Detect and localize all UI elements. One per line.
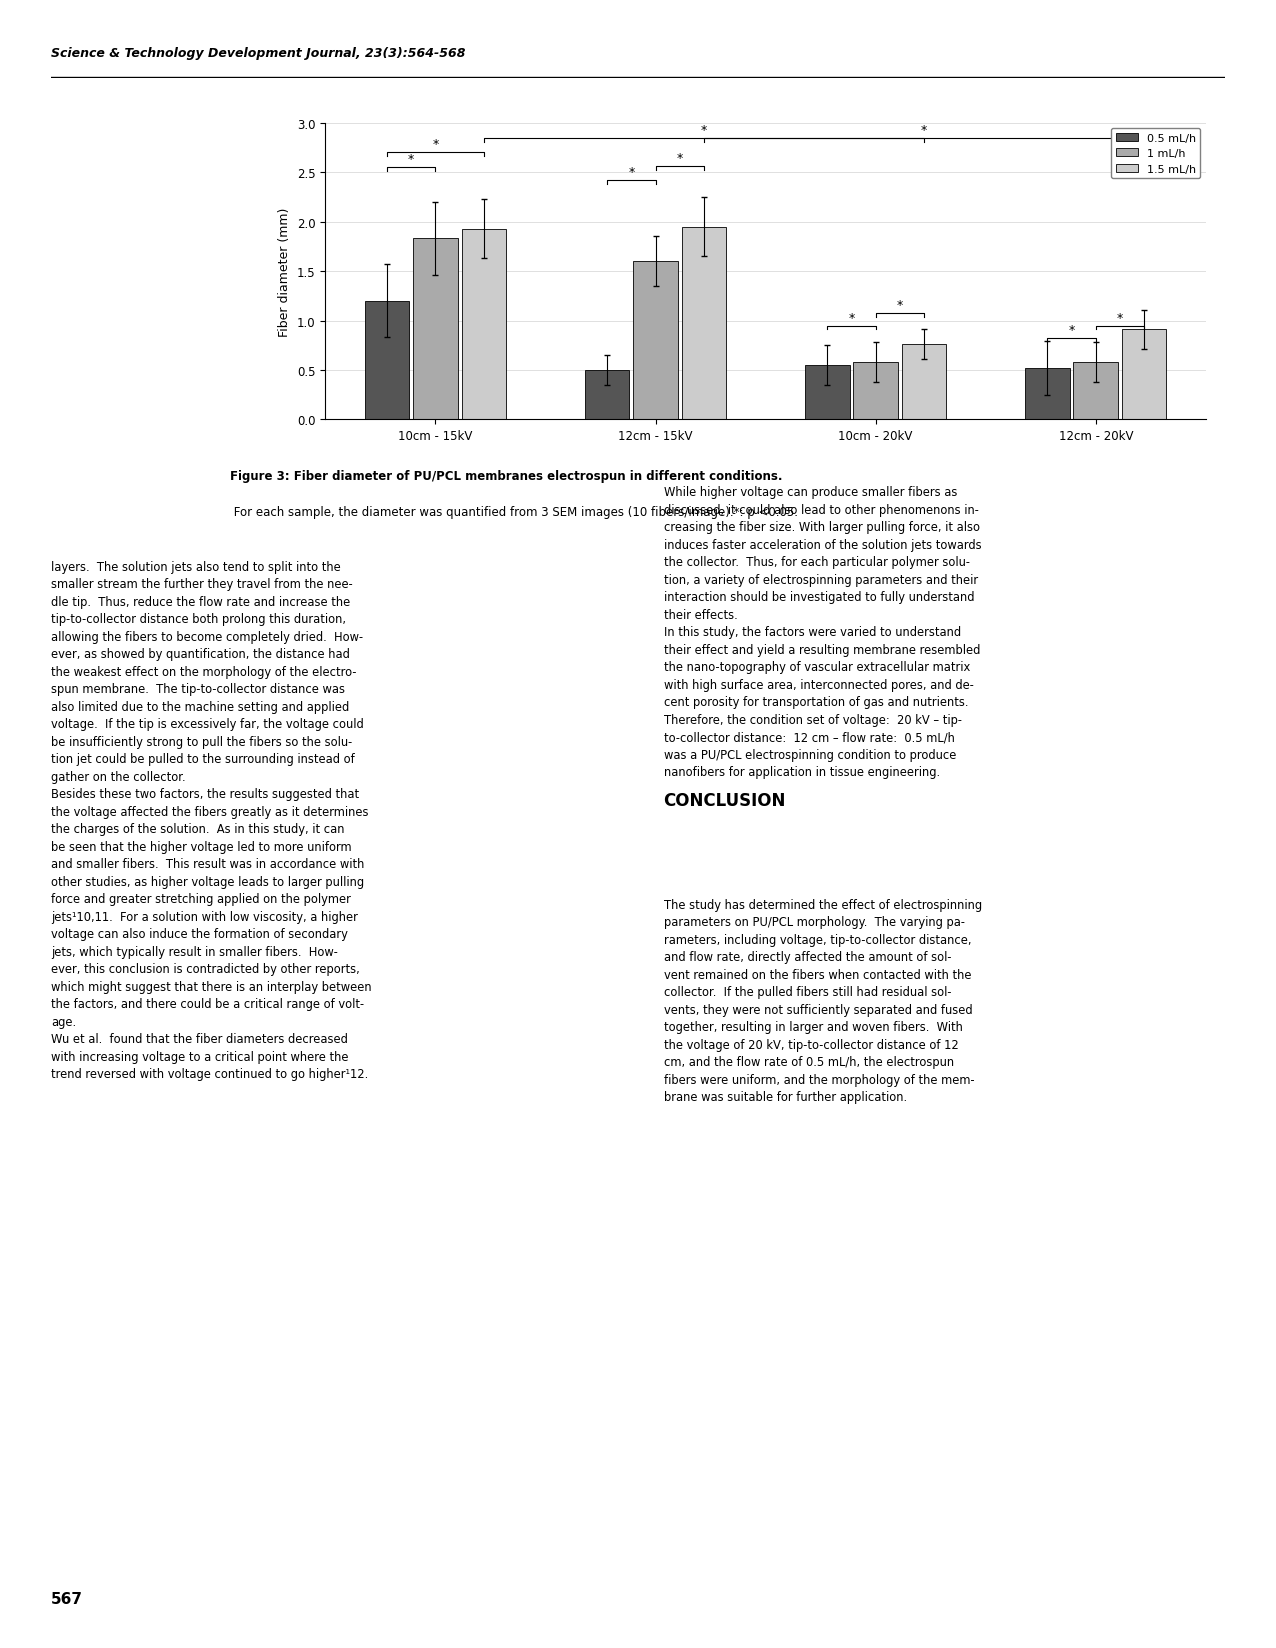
Bar — [462, 229, 507, 420]
Bar — [854, 363, 898, 420]
Text: *: * — [1068, 325, 1074, 338]
Text: 567: 567 — [51, 1590, 83, 1607]
Text: *: * — [701, 124, 707, 137]
Text: For each sample, the diameter was quantified from 3 SEM images (10 fibers/image): For each sample, the diameter was quanti… — [230, 506, 798, 519]
Bar — [805, 366, 850, 420]
Text: *: * — [433, 138, 439, 152]
Text: The study has determined the effect of electrospinning
parameters on PU/PCL morp: The study has determined the effect of e… — [664, 898, 981, 1104]
Text: *: * — [849, 311, 855, 325]
Text: *: * — [676, 152, 683, 165]
Text: *: * — [408, 153, 415, 166]
Bar — [584, 371, 629, 420]
Text: *: * — [897, 298, 903, 311]
Bar — [1025, 369, 1069, 420]
Bar — [413, 239, 458, 420]
Text: *: * — [921, 124, 928, 137]
Text: *: * — [628, 166, 634, 180]
Bar — [365, 302, 410, 420]
Bar — [633, 262, 678, 420]
Text: Figure 3: Fiber diameter of PU/PCL membranes electrospun in different conditions: Figure 3: Fiber diameter of PU/PCL membr… — [230, 470, 782, 483]
Bar — [902, 344, 947, 420]
Bar — [1073, 363, 1118, 420]
Bar — [681, 227, 726, 420]
Text: CONCLUSION: CONCLUSION — [664, 791, 786, 809]
Bar — [1122, 330, 1166, 420]
Text: *: * — [1116, 311, 1123, 325]
Text: Science & Technology Development Journal, 23(3):564-568: Science & Technology Development Journal… — [51, 48, 466, 59]
Text: layers.  The solution jets also tend to split into the
smaller stream the furthe: layers. The solution jets also tend to s… — [51, 560, 371, 1081]
Y-axis label: Fiber diameter (mm): Fiber diameter (mm) — [278, 208, 291, 336]
Legend: 0.5 mL/h, 1 mL/h, 1.5 mL/h: 0.5 mL/h, 1 mL/h, 1.5 mL/h — [1111, 129, 1201, 180]
Text: While higher voltage can produce smaller fibers as
discussed, it could also lead: While higher voltage can produce smaller… — [664, 486, 981, 780]
